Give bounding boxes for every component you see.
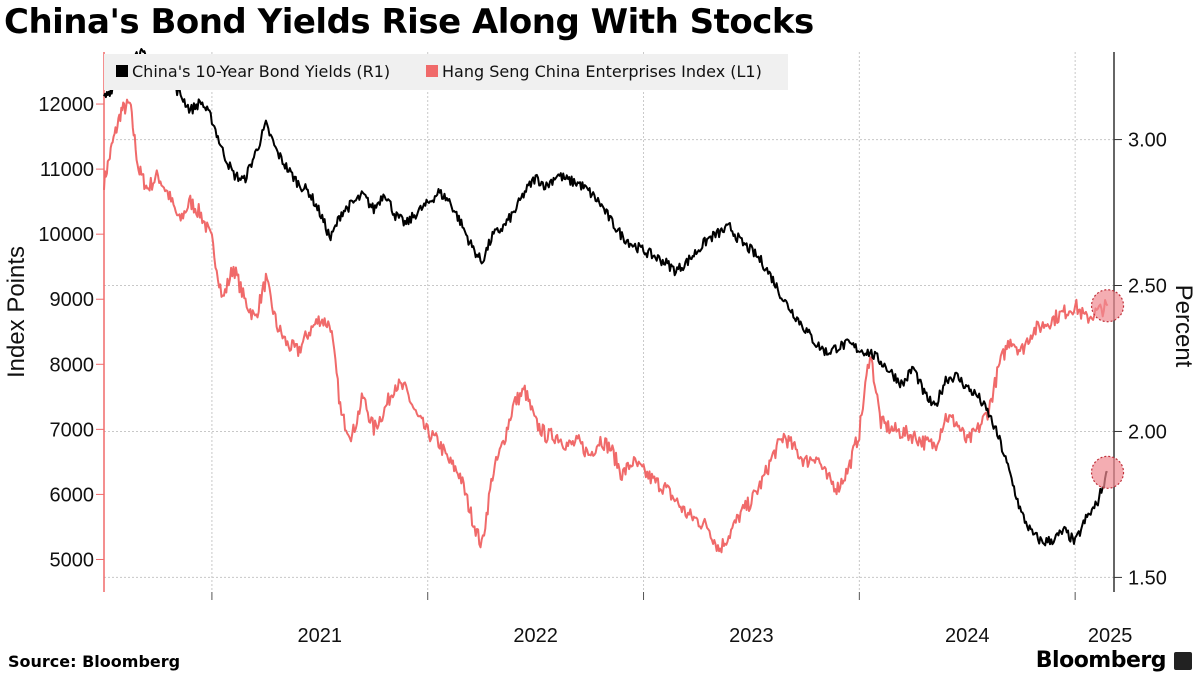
legend-label-bond: China's 10-Year Bond Yields (R1) [132,62,390,81]
series-bond-yield-line [103,48,1108,547]
right-tick-label: 1.50 [1128,567,1167,589]
left-axis-title: Index Points [3,246,30,378]
left-tick-label: 10000 [38,224,94,246]
legend-background [104,54,788,90]
x-tick-label: 2025 [1088,625,1133,647]
source-note: Source: Bloomberg [8,652,181,671]
legend-swatch-bond [116,65,128,77]
right-tick-label: 2.50 [1128,276,1167,298]
brand-mark-icon [1174,652,1192,670]
gridlines [104,52,1114,592]
left-tick-label: 6000 [50,484,95,506]
left-tick-label: 8000 [50,354,95,376]
left-tick-label: 5000 [50,549,95,571]
right-tick-label: 2.00 [1128,421,1167,443]
page-title: China's Bond Yields Rise Along With Stoc… [4,2,814,42]
brand-logo: Bloomberg [1035,648,1167,673]
index-end-marker [1090,289,1125,323]
series-hscei-line [103,98,1109,554]
legend-swatch-index [426,65,438,77]
bond-end-marker [1090,455,1125,489]
end-markers [1090,289,1125,489]
x-tick-label: 2022 [513,625,558,647]
axes: 2021 2022 2023 2024 2025 1.50 2.00 2.50 3.00 5000… [38,52,1167,647]
series-group [103,48,1109,554]
right-axis-title: Percent [1170,285,1197,368]
left-tick-label: 7000 [50,419,95,441]
left-tick-label: 11000 [40,159,94,181]
legend: China's 10-Year Bond Yields (R1) Hang Se… [104,54,788,90]
x-tick-label: 2021 [298,625,343,647]
x-tick-label: 2023 [729,625,774,647]
left-tick-label: 9000 [50,289,95,311]
legend-label-index: Hang Seng China Enterprises Index (L1) [442,62,762,81]
right-tick-label: 3.00 [1128,130,1167,152]
x-tick-label: 2024 [945,625,990,647]
left-tick-label: 12000 [38,94,94,116]
